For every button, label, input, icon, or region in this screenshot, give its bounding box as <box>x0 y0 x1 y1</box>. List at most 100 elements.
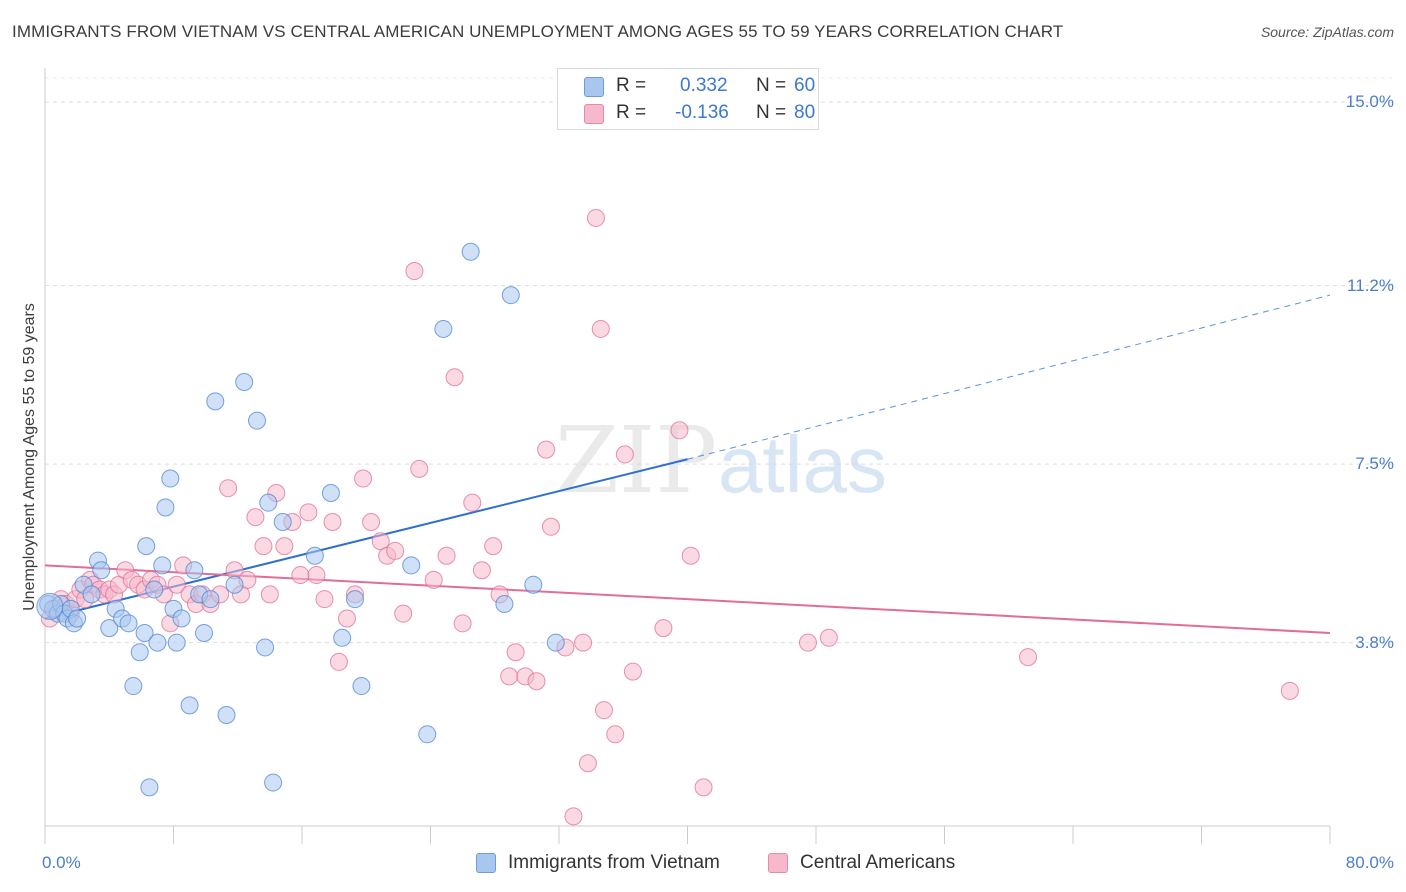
point-vietnam <box>546 633 565 652</box>
point-central-americans <box>337 609 356 628</box>
legend-r-value: -0.136 <box>675 102 729 123</box>
point-central-americans <box>394 604 413 623</box>
point-central-americans <box>167 575 186 594</box>
point-central-americans <box>405 262 424 281</box>
point-vietnam <box>235 373 254 392</box>
point-vietnam <box>321 484 340 503</box>
point-central-americans <box>574 633 593 652</box>
point-vietnam <box>119 614 138 633</box>
point-central-americans <box>670 421 689 440</box>
point-central-americans <box>819 628 838 647</box>
point-central-americans <box>291 566 310 585</box>
point-central-americans <box>564 807 583 826</box>
point-vietnam <box>461 242 480 261</box>
point-central-americans <box>299 503 318 522</box>
point-central-americans <box>362 512 381 531</box>
point-vietnam <box>333 628 352 647</box>
point-central-americans <box>260 585 279 604</box>
point-central-americans <box>527 672 546 691</box>
point-central-americans <box>623 662 642 681</box>
point-central-americans <box>594 701 613 720</box>
point-vietnam <box>145 580 164 599</box>
watermark-zip: ZIP <box>555 407 717 514</box>
point-central-americans <box>681 546 700 565</box>
point-vietnam <box>206 392 225 411</box>
point-central-americans <box>578 754 597 773</box>
point-vietnam <box>259 493 278 512</box>
point-vietnam <box>161 469 180 488</box>
point-central-americans <box>410 459 429 478</box>
bottom-legend-swatch-pink <box>768 853 788 873</box>
legend-n-label: N = <box>756 75 787 96</box>
y-tick-label: 11.2% <box>1347 275 1394 295</box>
point-vietnam <box>140 778 159 797</box>
legend-n-value: 60 <box>794 75 816 96</box>
point-vietnam <box>346 590 365 609</box>
point-central-americans <box>1019 648 1038 667</box>
y-axis-label: Unemployment Among Ages 55 to 59 years <box>21 303 38 611</box>
point-vietnam <box>92 561 111 580</box>
point-vietnam <box>256 638 275 657</box>
point-central-americans <box>354 469 373 488</box>
point-vietnam <box>185 561 204 580</box>
point-vietnam <box>418 725 437 744</box>
source-credit: Source: ZipAtlas.com <box>1260 24 1394 40</box>
point-vietnam <box>137 537 156 556</box>
point-central-americans <box>1280 681 1299 700</box>
bottom-legend-label: Immigrants from Vietnam <box>508 852 720 873</box>
point-central-americans <box>694 778 713 797</box>
point-vietnam <box>264 773 283 792</box>
legend-r-value: 0.332 <box>680 75 728 96</box>
point-central-americans <box>329 652 348 671</box>
grid-lines <box>45 77 1392 644</box>
point-vietnam-cluster <box>36 592 64 620</box>
point-central-americans <box>472 561 491 580</box>
point-central-americans <box>537 440 556 459</box>
point-central-americans <box>541 517 560 536</box>
point-vietnam <box>148 633 167 652</box>
point-vietnam <box>124 677 143 696</box>
point-vietnam <box>100 619 119 638</box>
point-central-americans <box>424 570 443 589</box>
point-central-americans <box>453 614 472 633</box>
point-central-americans <box>484 537 503 556</box>
watermark-atlas: atlas <box>718 420 887 509</box>
y-tick-label: 7.5% <box>1355 454 1394 474</box>
watermark: ZIP atlas <box>555 407 887 514</box>
legend-r-label: R = <box>616 75 647 96</box>
point-vietnam <box>180 696 199 715</box>
bottom-legend-label: Central Americans <box>800 852 956 873</box>
point-central-americans <box>219 479 238 498</box>
trend-line-vietnam-extension <box>687 294 1331 460</box>
point-vietnam <box>153 556 172 575</box>
point-vietnam <box>217 706 236 725</box>
point-central-americans <box>386 541 405 560</box>
point-vietnam <box>201 590 220 609</box>
point-vietnam <box>402 556 421 575</box>
legend-swatch-blue <box>584 77 604 97</box>
point-central-americans <box>254 537 273 556</box>
legend-n-value: 80 <box>794 102 816 123</box>
point-central-americans <box>615 445 634 464</box>
point-vietnam <box>172 609 191 628</box>
point-vietnam <box>130 643 149 662</box>
point-vietnam <box>305 546 324 565</box>
legend-r-label: R = <box>616 102 647 123</box>
point-vietnam <box>225 575 244 594</box>
point-vietnam <box>135 623 154 642</box>
point-vietnam <box>434 319 453 338</box>
axes <box>44 68 1331 844</box>
point-central-americans <box>445 368 464 387</box>
point-vietnam <box>156 498 175 517</box>
point-central-americans <box>506 643 525 662</box>
point-central-americans <box>500 667 519 686</box>
point-vietnam <box>82 585 101 604</box>
point-vietnam <box>352 677 371 696</box>
point-vietnam <box>68 609 87 628</box>
point-central-americans <box>275 537 294 556</box>
chart-title: IMMIGRANTS FROM VIETNAM VS CENTRAL AMERI… <box>12 22 1064 41</box>
data-points <box>36 208 1299 826</box>
point-vietnam <box>248 411 267 430</box>
x-tick-label-max: 80.0% <box>1345 853 1394 872</box>
